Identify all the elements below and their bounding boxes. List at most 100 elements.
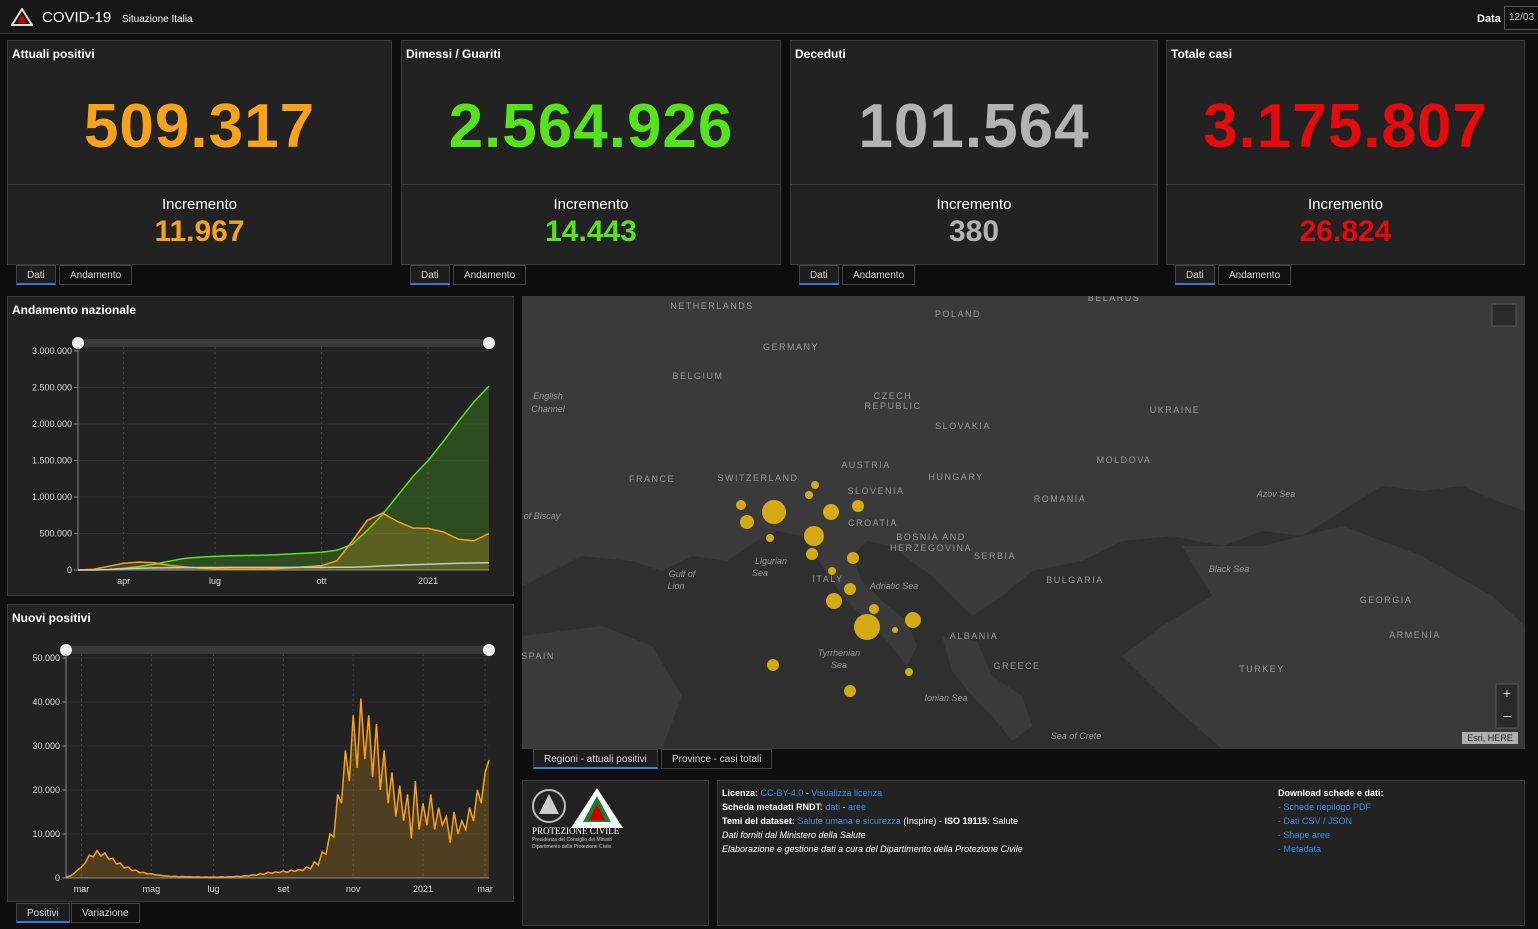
map-label: ARMENIA [1389, 630, 1441, 640]
region-bubble [806, 548, 818, 560]
region-bubble [826, 593, 842, 609]
y-tick-label: 500.000 [39, 529, 72, 539]
downloads: Download schede e dati: - Schede riepilo… [1278, 786, 1384, 856]
info-text: - [803, 788, 812, 798]
tab[interactable]: Dati [1175, 265, 1215, 285]
increment-value: 11.967 [154, 215, 245, 248]
map-label: AUSTRIA [841, 460, 891, 470]
logo-panel: PROTEZIONE CIVILE Presidenza del Consigl… [522, 780, 709, 926]
line [77, 385, 490, 571]
map-legend-button[interactable] [1491, 303, 1517, 327]
region-bubble [892, 627, 898, 633]
x-tick-label: mar [74, 884, 90, 894]
info-lines: Licenza: CC-BY-4.0 - Visualizza licenza S… [722, 786, 1023, 856]
download-link[interactable]: - Shape aree [1278, 830, 1331, 840]
download-link[interactable]: - Metadata [1278, 844, 1322, 854]
map-label: Lion [667, 581, 684, 591]
increment-label: Incremento [936, 196, 1012, 213]
region-bubble [905, 668, 913, 676]
x-tick-label: lug [209, 576, 221, 586]
map-label: Sea [831, 660, 847, 670]
tab[interactable]: Dati [410, 265, 450, 285]
tab[interactable]: Andamento [842, 265, 916, 285]
area [78, 513, 489, 570]
map-label: Gulf of [669, 569, 697, 579]
region-bubble [869, 604, 879, 614]
map-label: Sea [752, 568, 768, 578]
stat-card: Totale casi 3.175.807 Incremento 26.824 [1166, 40, 1525, 265]
range-slider [78, 339, 489, 347]
tab[interactable]: Positivi [16, 903, 70, 923]
map-label: Adriatic Sea [869, 581, 919, 591]
tab[interactable]: Andamento [59, 265, 133, 285]
map-label: BELARUS [1088, 296, 1141, 303]
region-bubble [740, 515, 754, 529]
link[interactable]: aree [848, 802, 867, 812]
download-link[interactable]: - Dati CSV / JSON [1278, 816, 1353, 826]
date-input[interactable]: 12/03 [1504, 6, 1538, 30]
logo-icon [11, 8, 33, 26]
increment-value: 26.824 [1299, 215, 1392, 248]
link[interactable]: CC-BY-4.0 [760, 788, 804, 798]
map-label: UKRAINE [1150, 405, 1201, 415]
increment-value: 14.443 [545, 215, 637, 248]
tab[interactable]: Province - casi totali [661, 749, 773, 769]
info-line: Elaborazione e gestione dati a cura del … [722, 842, 1023, 856]
region-bubble [844, 583, 856, 595]
header: COVID-19 Situazione Italia Data 12/03 [0, 0, 1538, 34]
region-bubble [852, 500, 864, 512]
info-text: ISO 19115: [944, 816, 993, 826]
downloads-title: Download schede e dati: [1278, 788, 1384, 798]
tab[interactable]: Variazione [71, 903, 140, 923]
info-line: Scheda metadati RNDT: dati - aree [722, 800, 1023, 814]
map-label: NETHERLANDS [670, 301, 754, 311]
card-value: 2.564.926 [448, 92, 734, 161]
download-list: - Schede riepilogo PDF - Dati CSV / JSON -… [1278, 800, 1384, 856]
tab[interactable]: Dati [16, 265, 56, 285]
chart-title: Nuovi positivi [12, 611, 91, 625]
x-tick-label: mag [143, 884, 161, 894]
card-separator [8, 184, 391, 185]
map-label: CZECH [874, 391, 913, 401]
map-label: GERMANY [763, 342, 819, 352]
map-label: ALBANIA [950, 631, 999, 641]
map-label: SERBIA [974, 551, 1016, 561]
tab[interactable]: Dati [799, 265, 839, 285]
zoom-out[interactable]: – [1503, 707, 1511, 723]
card-title: Attuali positivi [12, 47, 95, 61]
area [66, 698, 489, 878]
y-tick-label: 10.000 [32, 829, 60, 839]
x-tick-label: 2021 [418, 576, 438, 586]
map-land [1122, 526, 1525, 749]
map-label: POLAND [935, 309, 981, 319]
card-title: Deceduti [795, 47, 846, 61]
header-subtitle: Situazione Italia [122, 14, 193, 25]
map: + – Esri, HERE NETHERLANDS POLAND BELARUS G… [522, 296, 1525, 749]
card-separator [402, 184, 780, 185]
line [65, 698, 490, 878]
link[interactable]: Salute umana e sicurezza [797, 816, 901, 826]
y-tick-label: 40.000 [32, 697, 60, 707]
zoom-control[interactable] [1495, 683, 1519, 729]
map-label: HERZEGOVINA [890, 543, 972, 553]
tab[interactable]: Regioni - attuali positivi [533, 749, 658, 769]
map-label: SLOVAKIA [935, 421, 991, 431]
slider-handle [483, 337, 495, 349]
map-label: Channel [531, 404, 566, 414]
tab[interactable]: Andamento [1218, 265, 1292, 285]
tab[interactable]: Andamento [453, 265, 527, 285]
increment-value: 380 [948, 215, 1000, 248]
region-bubble [805, 491, 813, 499]
slider-handle [483, 644, 495, 656]
map-label: of Biscay [524, 511, 561, 521]
info-line: Temi del dataset: Salute umana e sicurez… [722, 814, 1023, 828]
region-bubble [905, 612, 921, 628]
link[interactable]: dati [825, 802, 841, 812]
map-label: TURKEY [1239, 664, 1285, 674]
link[interactable]: Visualizza licenza [811, 788, 883, 798]
zoom-in[interactable]: + [1503, 685, 1511, 701]
download-link[interactable]: - Schede riepilogo PDF [1278, 802, 1372, 812]
chart-panel: Andamento nazionale 0 500.000 1.000.000 1.5… [7, 296, 514, 596]
map-label: Sea of Crete [1051, 731, 1102, 741]
